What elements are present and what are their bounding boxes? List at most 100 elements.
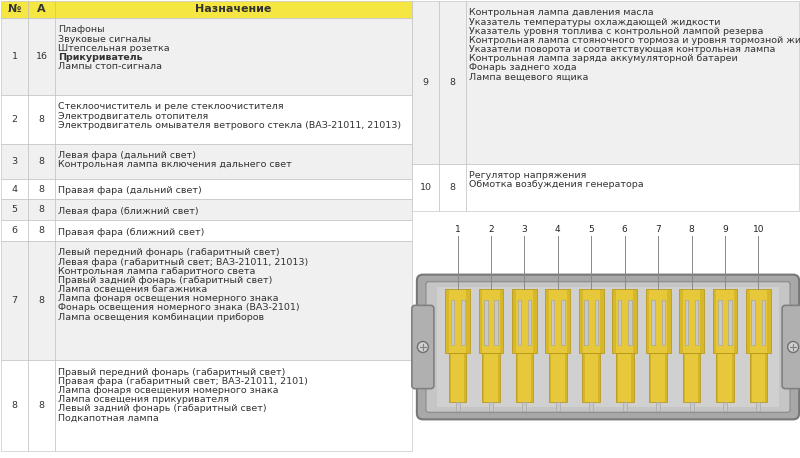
Bar (762, 300, 766, 345)
Bar (549, 353, 566, 402)
Text: 1: 1 (454, 225, 461, 234)
Text: Левая фара (дальний свет): Левая фара (дальний свет) (58, 151, 196, 160)
Bar (732, 353, 734, 402)
Bar (446, 289, 449, 353)
Bar (450, 300, 454, 345)
Bar (28, 220, 55, 241)
Bar (412, 1, 439, 164)
FancyBboxPatch shape (782, 305, 800, 389)
Text: 8: 8 (38, 115, 45, 124)
Bar (700, 289, 704, 353)
Bar (666, 289, 670, 353)
Bar (489, 402, 493, 411)
Text: Лампа фонаря освещения номерного знака: Лампа фонаря освещения номерного знака (58, 294, 278, 303)
Bar (28, 200, 55, 220)
Bar (767, 289, 770, 353)
Text: Правая фара (габаритный свет; ВАЗ-21011, 2101): Правая фара (габаритный свет; ВАЗ-21011,… (58, 377, 308, 386)
Bar (522, 402, 526, 411)
Text: Указатель температуры охлаждающей жидкости: Указатель температуры охлаждающей жидкос… (469, 17, 721, 27)
Bar (600, 289, 604, 353)
Bar (546, 289, 570, 353)
Text: 8: 8 (38, 226, 45, 235)
Bar (1, 200, 28, 220)
Bar (665, 353, 667, 402)
Bar (449, 353, 466, 402)
Bar (528, 300, 531, 345)
Text: Левый передний фонарь (габаритный свет): Левый передний фонарь (габаритный свет) (58, 248, 280, 257)
Text: Правый задний фонарь (габаритный свет): Правый задний фонарь (габаритный свет) (58, 276, 272, 285)
Bar (685, 300, 688, 345)
Bar (1, 360, 28, 451)
Text: 7: 7 (11, 296, 18, 305)
Text: 1: 1 (11, 52, 18, 61)
Text: Контрольная лампа давления масла: Контрольная лампа давления масла (469, 8, 654, 17)
Text: Электродвигатель отопителя: Электродвигатель отопителя (58, 112, 208, 120)
Bar (612, 289, 637, 353)
Text: Звуковые сигналы: Звуковые сигналы (58, 34, 151, 44)
Text: 8: 8 (11, 401, 18, 410)
Text: Электродвигатель омывателя ветрового стекла (ВАЗ-21011, 21013): Электродвигатель омывателя ветрового сте… (58, 121, 401, 130)
Bar (55, 360, 412, 451)
Text: Лампа освещения багажника: Лампа освещения багажника (58, 285, 207, 294)
Circle shape (418, 342, 428, 353)
Bar (631, 353, 634, 402)
Bar (634, 289, 637, 353)
Bar (590, 402, 594, 411)
Bar (765, 353, 767, 402)
Bar (55, 18, 412, 95)
Bar (757, 402, 760, 411)
Bar (531, 353, 534, 402)
Circle shape (788, 342, 798, 353)
Bar (682, 353, 685, 402)
Bar (1, 179, 28, 200)
Bar (723, 402, 727, 411)
Bar (628, 300, 632, 345)
Bar (682, 353, 701, 402)
Bar (1, 95, 28, 144)
Bar (28, 241, 55, 360)
Bar (500, 289, 503, 353)
Text: 8: 8 (450, 78, 455, 87)
Bar (679, 289, 704, 353)
Bar (482, 353, 500, 402)
Bar (690, 402, 694, 411)
Text: 8: 8 (689, 225, 694, 234)
Text: Штепсельная розетка: Штепсельная розетка (58, 44, 170, 53)
Bar (512, 289, 537, 353)
Bar (55, 220, 412, 241)
Bar (1, 1, 28, 18)
Text: Лампа вещевого ящика: Лампа вещевого ящика (469, 73, 588, 82)
Bar (464, 353, 466, 402)
Text: Лампа фонаря освещения номерного знака: Лампа фонаря освещения номерного знака (58, 386, 278, 395)
Text: Прикуриватель: Прикуриватель (58, 53, 142, 62)
Bar (695, 300, 698, 345)
Bar (656, 402, 660, 411)
Text: Регулятор напряжения: Регулятор напряжения (469, 171, 586, 180)
Text: 6: 6 (622, 225, 627, 234)
Text: 3: 3 (11, 157, 18, 166)
Text: Указатель уровня топлива с контрольной лампой резерва: Указатель уровня топлива с контрольной л… (469, 27, 763, 36)
Bar (1, 144, 28, 179)
Text: 4: 4 (11, 185, 18, 194)
Text: Правый передний фонарь (габаритный свет): Правый передний фонарь (габаритный свет) (58, 368, 286, 376)
Bar (482, 353, 484, 402)
Bar (466, 164, 799, 211)
Bar (466, 1, 799, 164)
Text: А: А (37, 5, 46, 15)
Text: Правая фара (ближний свет): Правая фара (ближний свет) (58, 228, 204, 237)
Text: Левая фара (габаритный свет; ВАЗ-21011, 21013): Левая фара (габаритный свет; ВАЗ-21011, … (58, 257, 308, 267)
Text: 6: 6 (11, 226, 18, 235)
Bar (461, 300, 465, 345)
Bar (566, 289, 570, 353)
Bar (533, 289, 537, 353)
FancyBboxPatch shape (426, 282, 790, 412)
Bar (1, 18, 28, 95)
Bar (562, 300, 565, 345)
Bar (650, 353, 667, 402)
Text: Контрольная лампа включения дальнего свет: Контрольная лампа включения дальнего све… (58, 160, 292, 169)
Text: №: № (8, 5, 21, 15)
Bar (1, 220, 28, 241)
Bar (28, 360, 55, 451)
Bar (512, 289, 516, 353)
Bar (556, 402, 560, 411)
